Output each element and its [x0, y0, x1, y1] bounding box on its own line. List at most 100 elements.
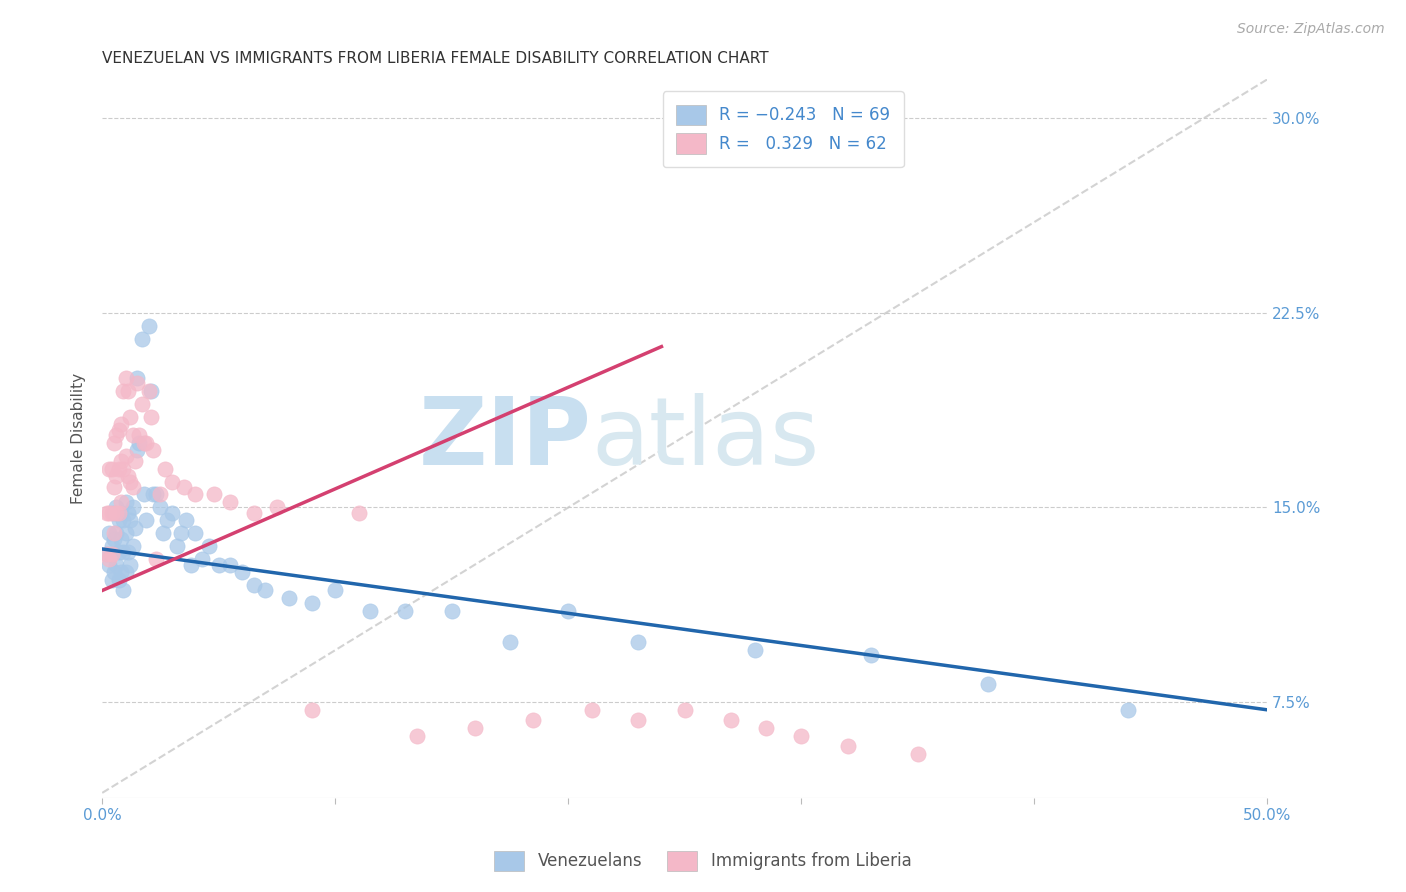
Point: [142, 443, 165, 458]
Point: [107, 423, 129, 437]
Point: [107, 573, 129, 587]
Point: [145, 487, 167, 501]
Point: [114, 449, 136, 463]
Point: [156, 513, 179, 527]
Point: [100, 573, 122, 587]
Point: [98, 461, 121, 475]
Point: [405, 729, 427, 743]
Point: [347, 506, 370, 520]
Point: [110, 495, 132, 509]
Point: [117, 544, 139, 558]
Text: atlas: atlas: [592, 392, 820, 484]
Point: [208, 558, 231, 572]
Point: [121, 427, 143, 442]
Point: [135, 513, 157, 527]
Point: [184, 487, 207, 501]
Point: [103, 480, 125, 494]
Point: [96, 547, 118, 561]
Point: [117, 384, 139, 398]
Point: [627, 713, 650, 727]
Point: [107, 513, 129, 527]
Point: [105, 526, 128, 541]
Point: [114, 495, 136, 509]
Point: [110, 454, 132, 468]
Point: [112, 544, 135, 558]
Point: [744, 643, 766, 657]
Point: [121, 540, 143, 554]
Point: [110, 532, 132, 546]
Point: [114, 370, 136, 384]
Point: [96, 547, 118, 561]
Point: [184, 526, 207, 541]
Point: [112, 384, 135, 398]
Point: [124, 454, 146, 468]
Y-axis label: Female Disability: Female Disability: [72, 373, 86, 504]
Point: [96, 506, 118, 520]
Point: [120, 475, 142, 489]
Point: [128, 435, 150, 450]
Text: ZIP: ZIP: [419, 392, 592, 484]
Point: [219, 495, 242, 509]
Point: [153, 461, 176, 475]
Text: VENEZUELAN VS IMMIGRANTS FROM LIBERIA FEMALE DISABILITY CORRELATION CHART: VENEZUELAN VS IMMIGRANTS FROM LIBERIA FE…: [103, 51, 769, 66]
Point: [105, 500, 128, 515]
Point: [105, 558, 128, 572]
Point: [522, 713, 544, 727]
Point: [98, 552, 121, 566]
Point: [138, 318, 160, 333]
Point: [141, 384, 163, 398]
Point: [149, 500, 172, 515]
Point: [231, 566, 253, 580]
Point: [277, 591, 299, 606]
Point: [323, 583, 346, 598]
Point: [124, 521, 146, 535]
Point: [254, 583, 277, 598]
Point: [103, 532, 125, 546]
Point: [359, 604, 381, 618]
Point: [219, 558, 242, 572]
Point: [110, 417, 132, 432]
Point: [627, 635, 650, 649]
Point: [100, 461, 122, 475]
Point: [464, 721, 486, 735]
Point: [105, 469, 128, 483]
Point: [100, 506, 122, 520]
Point: [105, 506, 128, 520]
Point: [557, 604, 579, 618]
Point: [976, 677, 998, 691]
Point: [790, 729, 813, 743]
Point: [301, 703, 323, 717]
Point: [110, 506, 132, 520]
Point: [145, 552, 167, 566]
Point: [98, 558, 121, 572]
Point: [755, 721, 778, 735]
Point: [180, 558, 202, 572]
Point: [141, 409, 163, 424]
Point: [103, 506, 125, 520]
Point: [103, 566, 125, 580]
Point: [152, 526, 174, 541]
Point: [174, 513, 197, 527]
Point: [173, 480, 195, 494]
Point: [907, 747, 929, 761]
Point: [107, 544, 129, 558]
Point: [128, 427, 150, 442]
Legend: Venezuelans, Immigrants from Liberia: Venezuelans, Immigrants from Liberia: [486, 842, 920, 880]
Point: [499, 635, 522, 649]
Point: [131, 332, 153, 346]
Point: [1116, 703, 1139, 717]
Point: [103, 526, 125, 541]
Point: [110, 566, 132, 580]
Point: [117, 506, 139, 520]
Point: [149, 487, 172, 501]
Point: [135, 435, 157, 450]
Point: [112, 513, 135, 527]
Point: [121, 500, 143, 515]
Point: [160, 506, 183, 520]
Point: [160, 475, 183, 489]
Point: [131, 397, 153, 411]
Point: [98, 526, 121, 541]
Point: [100, 547, 122, 561]
Point: [120, 558, 142, 572]
Point: [117, 469, 139, 483]
